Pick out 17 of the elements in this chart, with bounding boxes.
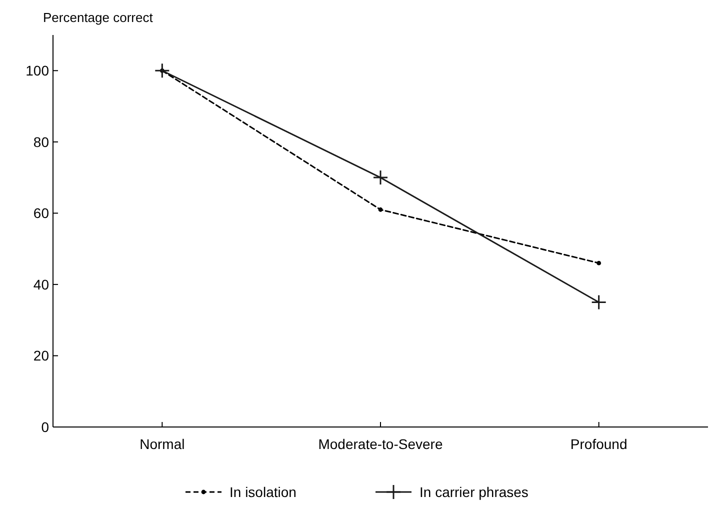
y-tick-label: 40 — [33, 276, 50, 292]
legend-label: In carrier phrases — [420, 484, 528, 500]
y-tick-label: 0 — [41, 418, 50, 435]
y-axis-title: Percentage correct — [43, 10, 154, 25]
point — [154, 62, 170, 78]
point — [591, 294, 607, 310]
point — [596, 260, 602, 266]
x-tick-label: Normal — [140, 436, 185, 452]
point — [378, 207, 383, 212]
legend-label: In isolation — [230, 484, 296, 500]
y-tick-label: 80 — [33, 134, 50, 150]
point — [372, 170, 388, 186]
y-tick-label: 60 — [33, 205, 50, 222]
x-tick-label: Profound — [570, 436, 628, 452]
y-tick-label: 20 — [33, 348, 50, 364]
x-tick-label: Moderate-to-Severe — [318, 436, 443, 452]
y-tick-label: 100 — [26, 62, 50, 79]
